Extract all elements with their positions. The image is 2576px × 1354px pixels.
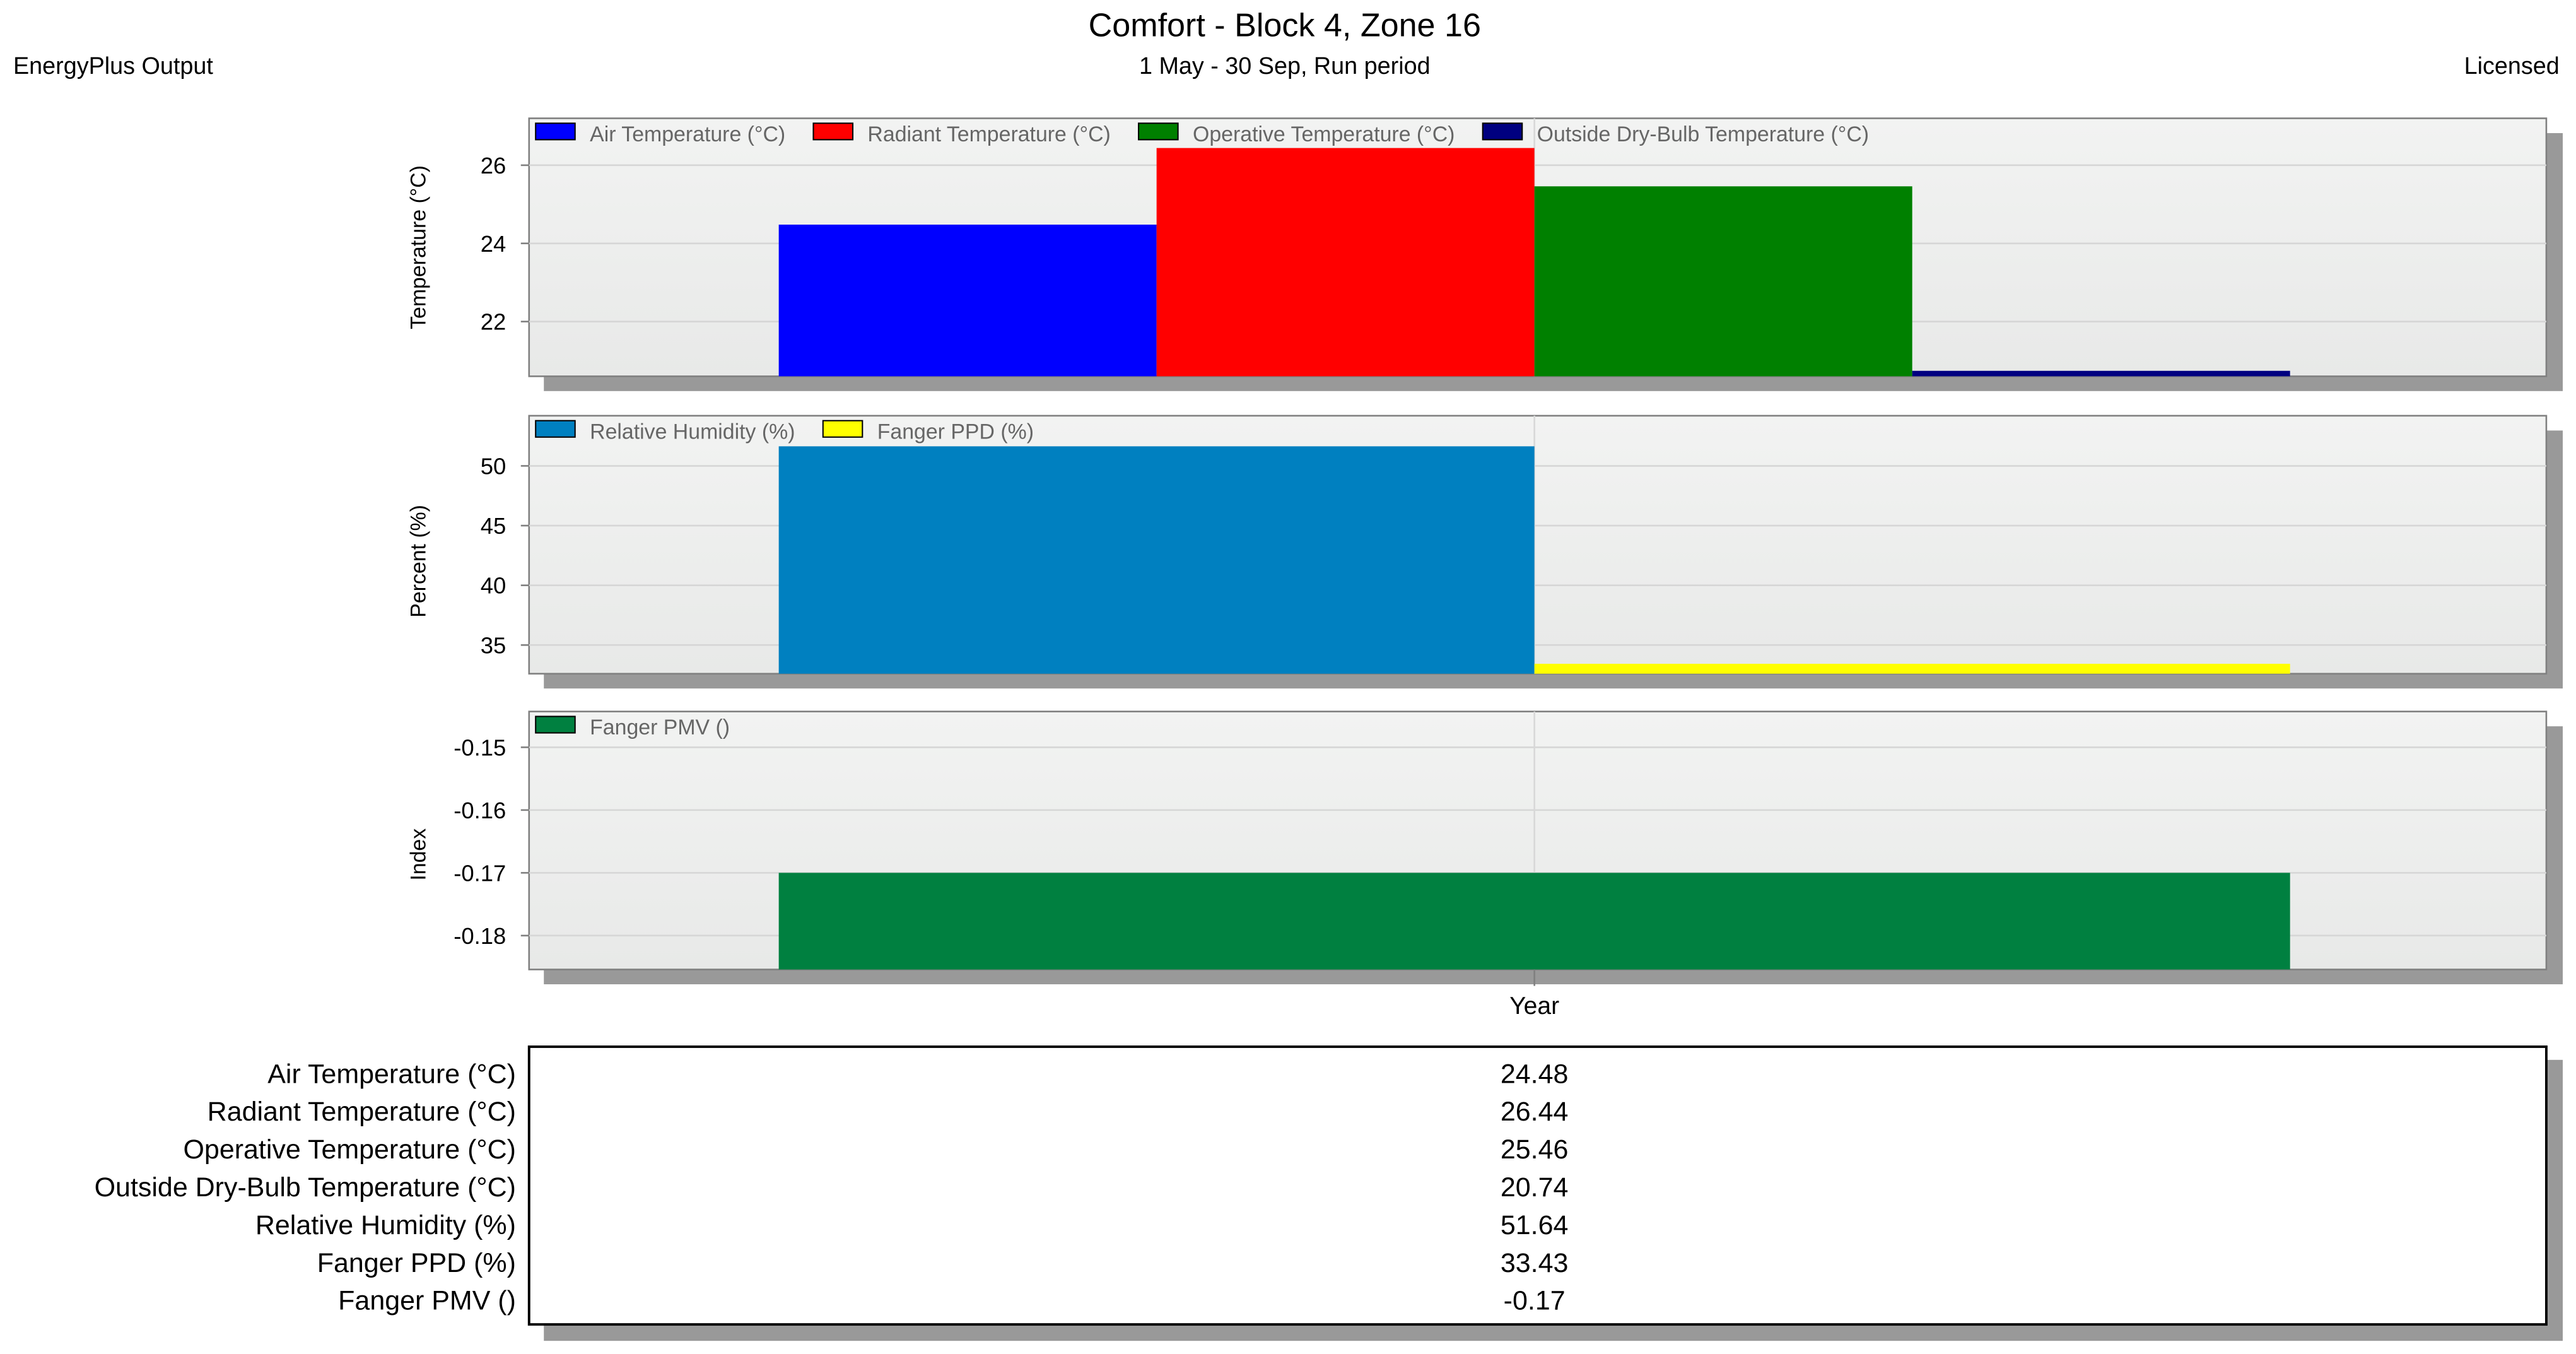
legend-label: Radiant Temperature (°C) bbox=[867, 122, 1110, 146]
y-tick-label: -0.18 bbox=[454, 923, 506, 949]
table-row-value: 24.48 bbox=[1501, 1059, 1569, 1089]
legend-swatch bbox=[535, 122, 576, 141]
y-axis-label: Temperature (°C) bbox=[407, 165, 431, 329]
bar bbox=[778, 225, 1157, 377]
bar bbox=[1534, 186, 1912, 377]
bar bbox=[1912, 370, 2290, 377]
y-tick-label: -0.17 bbox=[454, 860, 506, 886]
temperature-panel: 22 24 26 Air Temperature (°C) Radiant Tempe… bbox=[407, 117, 2563, 391]
percent-panel: 35 40 45 50 Relative Humidity (%) Fanger PPD… bbox=[407, 415, 2563, 689]
table-row-label: Fanger PMV () bbox=[338, 1286, 516, 1316]
table-row-label: Fanger PPD (%) bbox=[317, 1248, 516, 1278]
table-row-label: Operative Temperature (°C) bbox=[184, 1134, 516, 1165]
table-rows: Air Temperature (°C) 24.48 Radiant Tempera… bbox=[95, 1059, 1569, 1316]
table-row-value: 20.74 bbox=[1501, 1172, 1569, 1203]
y-tick-label: 24 bbox=[481, 231, 506, 257]
license-label: Licensed bbox=[2464, 53, 2560, 79]
y-axis-ticks: 22 24 26 bbox=[481, 153, 529, 335]
legend-label: Fanger PMV () bbox=[590, 715, 730, 739]
legend: Fanger PMV () bbox=[535, 715, 730, 739]
bars bbox=[778, 446, 2290, 674]
table-row-value: 26.44 bbox=[1501, 1097, 1569, 1127]
table-row-value: -0.17 bbox=[1504, 1286, 1566, 1316]
bar bbox=[778, 446, 1535, 674]
bar bbox=[1156, 148, 1535, 377]
y-tick-label: 22 bbox=[481, 309, 506, 335]
y-axis-label: Index bbox=[407, 828, 431, 881]
summary-table: Air Temperature (°C) 24.48 Radiant Tempera… bbox=[95, 1045, 2563, 1341]
y-tick-label: 50 bbox=[481, 453, 506, 479]
table-row-label: Outside Dry-Bulb Temperature (°C) bbox=[95, 1172, 516, 1203]
y-axis-ticks: 35 40 45 50 bbox=[481, 453, 529, 658]
legend-swatch bbox=[1482, 122, 1523, 141]
y-tick-label: 26 bbox=[481, 153, 506, 179]
table-row-label: Air Temperature (°C) bbox=[267, 1059, 516, 1089]
legend-swatch bbox=[1138, 122, 1179, 141]
index-panel: -0.15 -0.16 -0.17 -0.18 Fanger PMV () Index… bbox=[407, 710, 2563, 1020]
table-row-label: Relative Humidity (%) bbox=[255, 1210, 516, 1240]
legend-swatch bbox=[812, 122, 854, 141]
output-label: EnergyPlus Output bbox=[13, 53, 213, 79]
legend-swatch bbox=[535, 715, 576, 734]
y-tick-label: 40 bbox=[481, 573, 506, 599]
legend-swatch bbox=[535, 420, 576, 438]
x-axis-label: Year bbox=[1509, 992, 1559, 1020]
table-row-value: 25.46 bbox=[1501, 1134, 1569, 1165]
y-axis-label: Percent (%) bbox=[407, 505, 431, 618]
y-axis-ticks: -0.15 -0.16 -0.17 -0.18 bbox=[454, 734, 529, 949]
legend-label: Operative Temperature (°C) bbox=[1193, 122, 1455, 146]
legend: Relative Humidity (%) Fanger PPD (%) bbox=[535, 420, 1034, 444]
legend-swatch bbox=[822, 420, 864, 438]
chart-title: Comfort - Block 4, Zone 16 bbox=[1089, 7, 1481, 44]
table-row-value: 51.64 bbox=[1501, 1210, 1569, 1240]
y-tick-label: -0.15 bbox=[454, 734, 506, 760]
bar bbox=[1534, 664, 2290, 674]
legend-label: Relative Humidity (%) bbox=[590, 420, 795, 444]
y-tick-label: 35 bbox=[481, 632, 506, 658]
bars bbox=[778, 873, 2290, 970]
table-row-value: 33.43 bbox=[1501, 1248, 1569, 1278]
legend-label: Fanger PPD (%) bbox=[877, 420, 1034, 444]
legend: Air Temperature (°C) Radiant Temperature … bbox=[535, 122, 1869, 146]
y-tick-label: -0.16 bbox=[454, 798, 506, 823]
table-box bbox=[527, 1045, 2548, 1326]
y-tick-label: 45 bbox=[481, 513, 506, 539]
bar bbox=[778, 873, 2290, 970]
legend-label: Air Temperature (°C) bbox=[590, 122, 785, 146]
bars bbox=[778, 148, 2290, 377]
table-row-label: Radiant Temperature (°C) bbox=[208, 1097, 516, 1127]
chart-subtitle: 1 May - 30 Sep, Run period bbox=[1139, 53, 1431, 79]
legend-label: Outside Dry-Bulb Temperature (°C) bbox=[1537, 122, 1869, 146]
